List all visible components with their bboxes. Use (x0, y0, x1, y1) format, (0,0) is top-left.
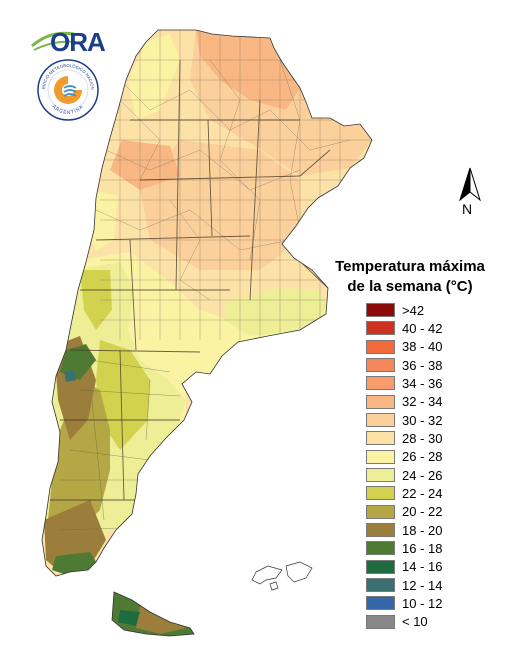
legend-title: Temperatura máxima de la semana (°C) (322, 257, 498, 297)
legend-swatch (366, 596, 395, 611)
legend-item: 24 - 26 (366, 466, 506, 484)
legend-item: 16 - 18 (366, 539, 506, 557)
legend-label: 40 - 42 (402, 320, 443, 336)
legend: >42 40 - 42 38 - 40 36 - 38 34 - 36 32 - 34 30… (366, 301, 506, 631)
legend-item: 32 - 34 (366, 393, 506, 411)
smn-seal-icon: SERVICIO METEOROLÓGICO NACIONAL ARGENTIN… (35, 54, 99, 121)
legend-item: 10 - 12 (366, 594, 506, 612)
legend-title-line1: Temperatura máxima (335, 258, 485, 275)
ora-swoosh-icon (31, 31, 77, 51)
legend-label: 24 - 26 (402, 467, 443, 483)
legend-item: 12 - 14 (366, 576, 506, 594)
legend-label: 36 - 38 (402, 357, 443, 373)
legend-item: 34 - 36 (366, 374, 506, 392)
legend-label: 28 - 30 (402, 430, 443, 446)
legend-swatch (366, 486, 395, 501)
legend-label: 30 - 32 (402, 412, 443, 428)
legend-swatch (366, 578, 395, 593)
legend-label: 32 - 34 (402, 394, 443, 410)
north-arrow-icon (459, 167, 481, 202)
legend-swatch (366, 523, 395, 538)
legend-swatch (366, 541, 395, 556)
tierra-del-fuego (112, 592, 194, 636)
legend-label: 12 - 14 (402, 577, 443, 593)
legend-item: 22 - 24 (366, 484, 506, 502)
legend-swatch (366, 358, 395, 373)
legend-item: 18 - 20 (366, 521, 506, 539)
legend-swatch (366, 468, 395, 483)
legend-item: 38 - 40 (366, 338, 506, 356)
legend-label: 20 - 22 (402, 504, 443, 520)
ora-logo-text: ORA (50, 27, 106, 57)
legend-swatch (366, 504, 395, 519)
legend-swatch (366, 614, 395, 629)
legend-swatch (366, 339, 395, 354)
legend-item: 36 - 38 (366, 356, 506, 374)
legend-title-line2: de la semana (°C) (347, 278, 473, 295)
legend-item: 40 - 42 (366, 319, 506, 337)
legend-label: 34 - 36 (402, 375, 443, 391)
legend-label: 14 - 16 (402, 559, 443, 575)
legend-swatch (366, 303, 395, 318)
legend-swatch (366, 394, 395, 409)
legend-swatch (366, 321, 395, 336)
legend-item: 20 - 22 (366, 503, 506, 521)
mainland-outline (41, 29, 373, 577)
legend-item: 14 - 16 (366, 558, 506, 576)
legend-label: 22 - 24 (402, 485, 443, 501)
legend-swatch (366, 413, 395, 428)
legend-label: 38 - 40 (402, 339, 443, 355)
legend-label: >42 (402, 302, 425, 318)
legend-label: 26 - 28 (402, 449, 443, 465)
legend-swatch (366, 376, 395, 391)
legend-item: >42 (366, 301, 506, 319)
ora-logo: ORA (30, 26, 106, 57)
legend-item: 30 - 32 (366, 411, 506, 429)
legend-label: 10 - 12 (402, 595, 443, 611)
malvinas-islands (251, 561, 313, 591)
north-arrow: N (456, 166, 484, 218)
legend-swatch (366, 559, 395, 574)
legend-swatch (366, 431, 395, 446)
legend-item: < 10 (366, 613, 506, 631)
smn-seal: SERVICIO METEOROLÓGICO NACIONAL ARGENTIN… (35, 54, 100, 122)
legend-label: 18 - 20 (402, 522, 443, 538)
legend-item: 28 - 30 (366, 429, 506, 447)
tierra-del-fuego-outline (111, 591, 195, 637)
legend-label: < 10 (402, 614, 428, 630)
legend-swatch (366, 449, 395, 464)
legend-label: 16 - 18 (402, 540, 443, 556)
north-label: N (462, 201, 473, 217)
legend-item: 26 - 28 (366, 448, 506, 466)
